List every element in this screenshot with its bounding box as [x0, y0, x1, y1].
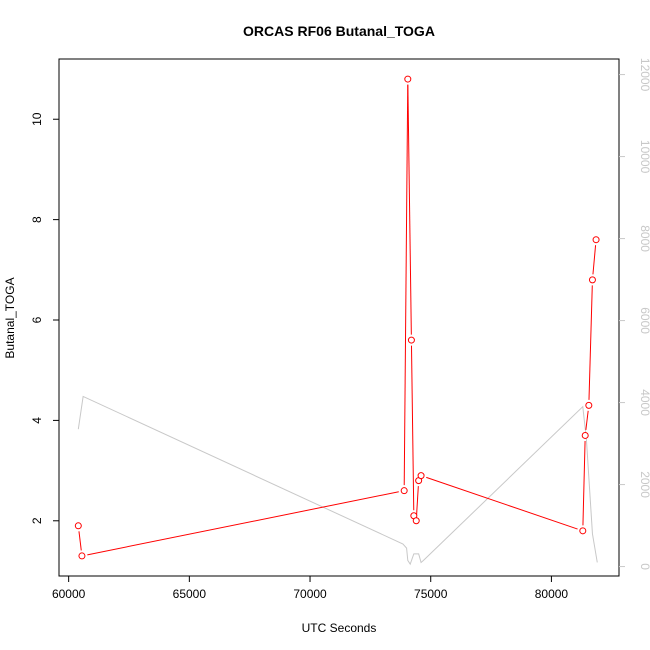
series-line-segment: [426, 476, 578, 530]
series-line-segment: [585, 410, 589, 431]
series-line-segment: [403, 84, 409, 486]
chart-title: ORCAS RF06 Butanal_TOGA: [243, 23, 435, 39]
series-line-segment: [588, 285, 593, 400]
data-point: [407, 336, 415, 344]
y2-tick-label: 2000: [638, 471, 650, 498]
series-layer: [74, 75, 600, 566]
series-line-right-axis: [77, 395, 598, 566]
series-line-segment: [410, 345, 415, 511]
y2-tick-label: 10000: [638, 140, 650, 174]
data-point: [417, 472, 425, 480]
x-tick-label: 75000: [414, 587, 448, 601]
x-tick-label: 80000: [535, 587, 569, 601]
y2-tick-label: 6000: [638, 307, 650, 334]
series-line-segment: [582, 440, 586, 526]
series-line-segment: [87, 491, 399, 556]
series-line-segment: [407, 84, 412, 335]
series-line-segment: [78, 531, 82, 551]
x-tick-label: 60000: [52, 587, 86, 601]
series-line-segment: [592, 245, 597, 275]
y-axis-label: Butanal_TOGA: [3, 277, 17, 358]
data-point: [579, 527, 587, 535]
y2-tick-label: 8000: [638, 225, 650, 252]
y-tick-label: 2: [30, 517, 44, 524]
data-point: [78, 552, 86, 560]
y2-axis: 0 2000 4000 6000 8000 10000 12000: [619, 58, 650, 570]
y2-tick-label: 0: [638, 563, 650, 570]
data-point: [592, 236, 600, 244]
y2-tick-label: 4000: [638, 389, 650, 416]
x-axis-label: UTC Seconds: [302, 621, 377, 635]
data-point: [400, 487, 408, 495]
y-axis: 2 4 6 8 10: [30, 112, 59, 524]
y-tick-label: 10: [30, 112, 44, 126]
data-point: [404, 75, 412, 83]
y2-tick-label: 12000: [638, 58, 650, 92]
y-tick-label: 4: [30, 417, 44, 424]
data-point: [581, 431, 589, 439]
series-line-segment: [416, 486, 419, 516]
x-axis: 60000 65000 70000 75000 80000: [52, 576, 568, 601]
y-tick-label: 8: [30, 216, 44, 223]
y-tick-label: 6: [30, 316, 44, 323]
plot-frame: [58, 58, 620, 577]
data-point: [588, 276, 596, 284]
data-point: [74, 522, 82, 530]
data-point: [412, 517, 420, 525]
x-tick-label: 65000: [173, 587, 207, 601]
x-tick-label: 70000: [293, 587, 327, 601]
data-point: [585, 401, 593, 409]
